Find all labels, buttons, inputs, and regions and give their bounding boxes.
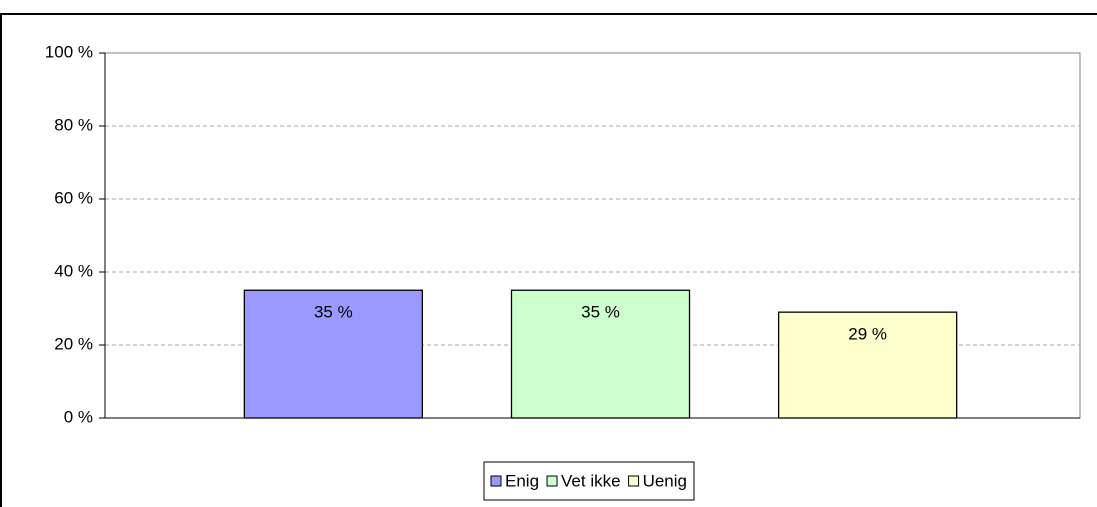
legend: Enig Vet ikke Uenig (483, 461, 695, 501)
y-tick-label: 80 % (54, 115, 93, 134)
legend-label: Uenig (643, 471, 687, 490)
legend-box (483, 461, 695, 501)
data-label: 29 % (848, 325, 887, 344)
data-label: 35 % (314, 303, 353, 322)
legend-swatch (546, 475, 558, 487)
y-tick-label: 60 % (54, 188, 93, 207)
legend-swatch (628, 475, 640, 487)
y-tick-label: 40 % (54, 261, 93, 280)
legend-label: Vet ikke (561, 471, 621, 490)
y-tick-label: 0 % (64, 407, 93, 426)
data-label: 35 % (581, 303, 620, 322)
y-tick-label: 20 % (54, 334, 93, 353)
legend-swatch (490, 475, 502, 487)
legend-label: Enig (505, 471, 539, 490)
y-tick-label: 100 % (45, 42, 93, 61)
